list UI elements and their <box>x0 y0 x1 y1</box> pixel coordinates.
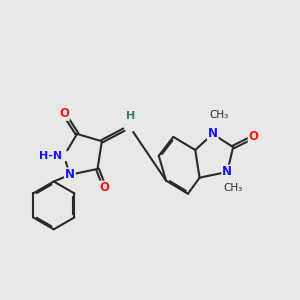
Text: N: N <box>65 168 75 181</box>
Text: CH₃: CH₃ <box>209 110 228 120</box>
Text: N: N <box>208 128 218 140</box>
Text: H-N: H-N <box>39 151 62 161</box>
Text: O: O <box>59 107 69 120</box>
Text: CH₃: CH₃ <box>224 183 243 193</box>
Text: O: O <box>100 182 110 194</box>
Text: N: N <box>222 165 232 178</box>
Text: O: O <box>248 130 259 143</box>
Text: H: H <box>125 111 135 121</box>
